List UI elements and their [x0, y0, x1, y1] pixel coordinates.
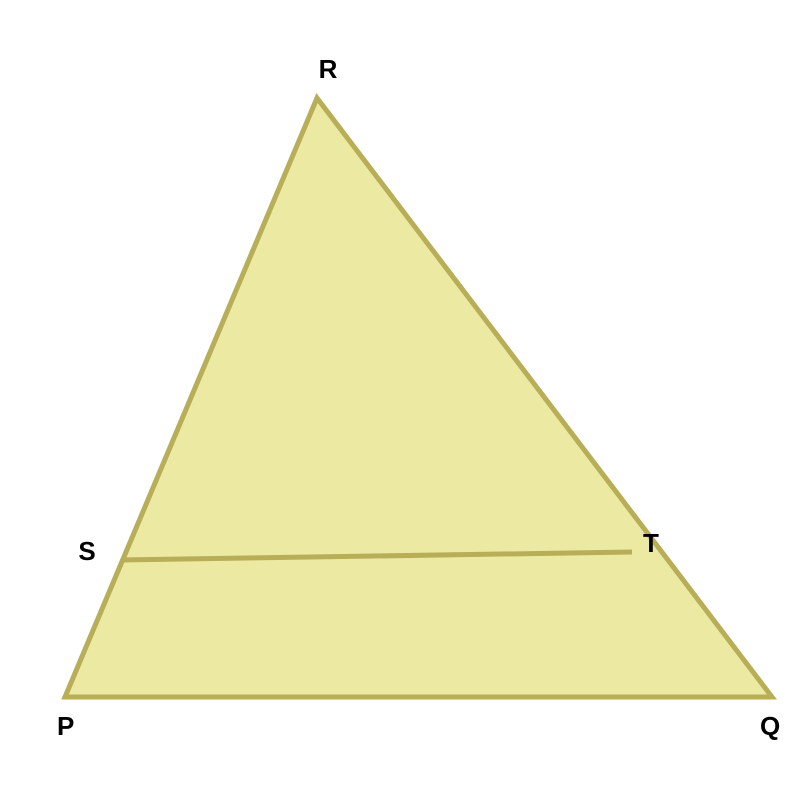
triangle-pqr	[65, 98, 772, 697]
label-t: T	[643, 528, 659, 558]
label-r: R	[319, 54, 338, 84]
geometry-diagram: R S T P Q	[0, 0, 800, 800]
label-p: P	[57, 711, 74, 741]
label-s: S	[78, 536, 95, 566]
label-q: Q	[760, 711, 780, 741]
